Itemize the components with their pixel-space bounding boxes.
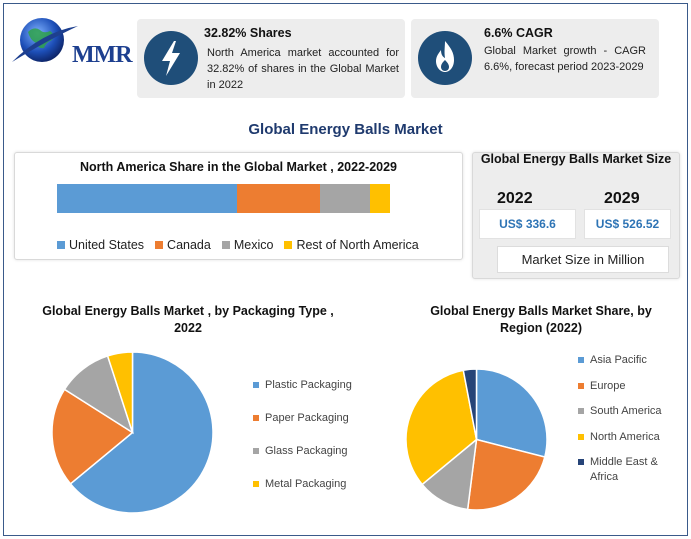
shares-card-text: North America market accounted for 32.82… bbox=[207, 47, 399, 91]
legend-label: Glass Packaging bbox=[265, 445, 348, 457]
year-2029: 2029 bbox=[604, 190, 640, 207]
legend-label: North America bbox=[590, 430, 660, 443]
bar-segment-mexico bbox=[320, 184, 370, 213]
legend-item-metal-packaging: Metal Packaging bbox=[253, 477, 373, 492]
legend-swatch bbox=[253, 415, 259, 421]
legend-label: Plastic Packaging bbox=[265, 379, 352, 391]
na-legend: United States Canada Mexico Rest of North A… bbox=[57, 238, 430, 252]
legend-label: Asia Pacific bbox=[590, 354, 647, 366]
legend-label: Paper Packaging bbox=[265, 412, 349, 424]
globe-icon bbox=[12, 18, 78, 62]
legend-item-mexico: Mexico bbox=[221, 238, 274, 252]
legend-item-paper-packaging: Paper Packaging bbox=[253, 411, 373, 426]
legend-item-plastic-packaging: Plastic Packaging bbox=[253, 378, 373, 393]
region-legend: Asia Pacific Europe South America North Ame… bbox=[578, 353, 688, 493]
bar-segment-united-states bbox=[57, 184, 237, 213]
legend-item-europe: Europe bbox=[578, 379, 682, 394]
pie-slice-middle-east-and-africa bbox=[462, 368, 478, 440]
legend-item-north-america: North America bbox=[578, 430, 682, 445]
shares-card: 32.82% Shares North America market accou… bbox=[137, 19, 405, 98]
legend-swatch bbox=[253, 448, 259, 454]
value-2022: US$ 336.6 bbox=[479, 209, 576, 239]
legend-swatch bbox=[57, 241, 65, 249]
unit-label: Market Size in Million bbox=[497, 246, 669, 273]
packaging-pie bbox=[51, 351, 214, 514]
pie-slice-paper-packaging bbox=[51, 388, 134, 485]
legend-item-canada: Canada bbox=[155, 238, 211, 252]
legend-label: Mexico bbox=[233, 238, 274, 252]
legend-item-united-states: United States bbox=[57, 238, 144, 252]
legend-swatch bbox=[253, 481, 259, 487]
shares-card-title: 32.82% Shares bbox=[204, 26, 292, 40]
region-pie bbox=[405, 368, 548, 511]
legend-item-middle-east-and-africa: Middle East & Africa bbox=[578, 455, 682, 485]
legend-label: Europe bbox=[590, 379, 626, 392]
packaging-legend: Plastic Packaging Paper Packaging Glass Pa… bbox=[253, 378, 373, 498]
legend-swatch bbox=[578, 459, 584, 465]
market-size-title: Global Energy Balls Market Size bbox=[480, 152, 672, 166]
pie-slice-europe bbox=[466, 438, 546, 511]
cagr-card-text: Global Market growth - CAGR 6.6%, foreca… bbox=[484, 45, 646, 73]
legend-label: Canada bbox=[167, 238, 211, 252]
legend-swatch bbox=[578, 382, 584, 389]
cagr-card: 6.6% CAGR Global Market growth - CAGR 6.… bbox=[411, 19, 659, 98]
legend-label: South America bbox=[590, 405, 662, 417]
legend-swatch bbox=[578, 357, 584, 363]
legend-item-glass-packaging: Glass Packaging bbox=[253, 444, 373, 459]
legend-swatch bbox=[253, 382, 259, 388]
pie-slice-plastic-packaging bbox=[69, 351, 214, 514]
legend-label: Middle East & Africa bbox=[590, 456, 658, 483]
legend-swatch bbox=[284, 241, 293, 249]
legend-swatch bbox=[155, 241, 164, 249]
pie-slice-metal-packaging bbox=[106, 351, 134, 433]
pie-slice-north-america bbox=[405, 369, 478, 486]
bar-segment-rest-of-north-america bbox=[370, 184, 390, 213]
legend-swatch bbox=[578, 408, 584, 414]
legend-swatch bbox=[578, 433, 584, 440]
main-title: Global Energy Balls Market bbox=[248, 121, 443, 138]
pie-slice-asia-pacific bbox=[475, 368, 548, 458]
legend-label: Metal Packaging bbox=[265, 478, 347, 490]
legend-item-asia-pacific: Asia Pacific bbox=[578, 353, 682, 368]
packaging-chart-title: Global Energy Balls Market , by Packagin… bbox=[42, 304, 334, 335]
lightning-icon bbox=[144, 31, 198, 85]
logo-text: MMR bbox=[72, 42, 133, 68]
na-stacked-bar bbox=[57, 184, 390, 213]
bar-segment-canada bbox=[236, 184, 321, 213]
year-2022: 2022 bbox=[497, 190, 533, 207]
region-chart-title: Global Energy Balls Market Share, by Reg… bbox=[430, 304, 652, 335]
mmr-logo: MMR bbox=[10, 10, 133, 80]
cagr-card-title: 6.6% CAGR bbox=[484, 26, 553, 40]
na-chart-title: North America Share in the Global Market… bbox=[79, 160, 398, 174]
legend-label: Rest of North America bbox=[296, 238, 419, 252]
legend-item-south-america: South America bbox=[578, 404, 682, 419]
value-2029: US$ 526.52 bbox=[584, 209, 671, 239]
flame-icon bbox=[418, 31, 472, 85]
legend-item-rest-of-north-america: Rest of North America bbox=[284, 238, 419, 252]
legend-swatch bbox=[221, 241, 230, 249]
legend-label: United States bbox=[69, 238, 145, 252]
